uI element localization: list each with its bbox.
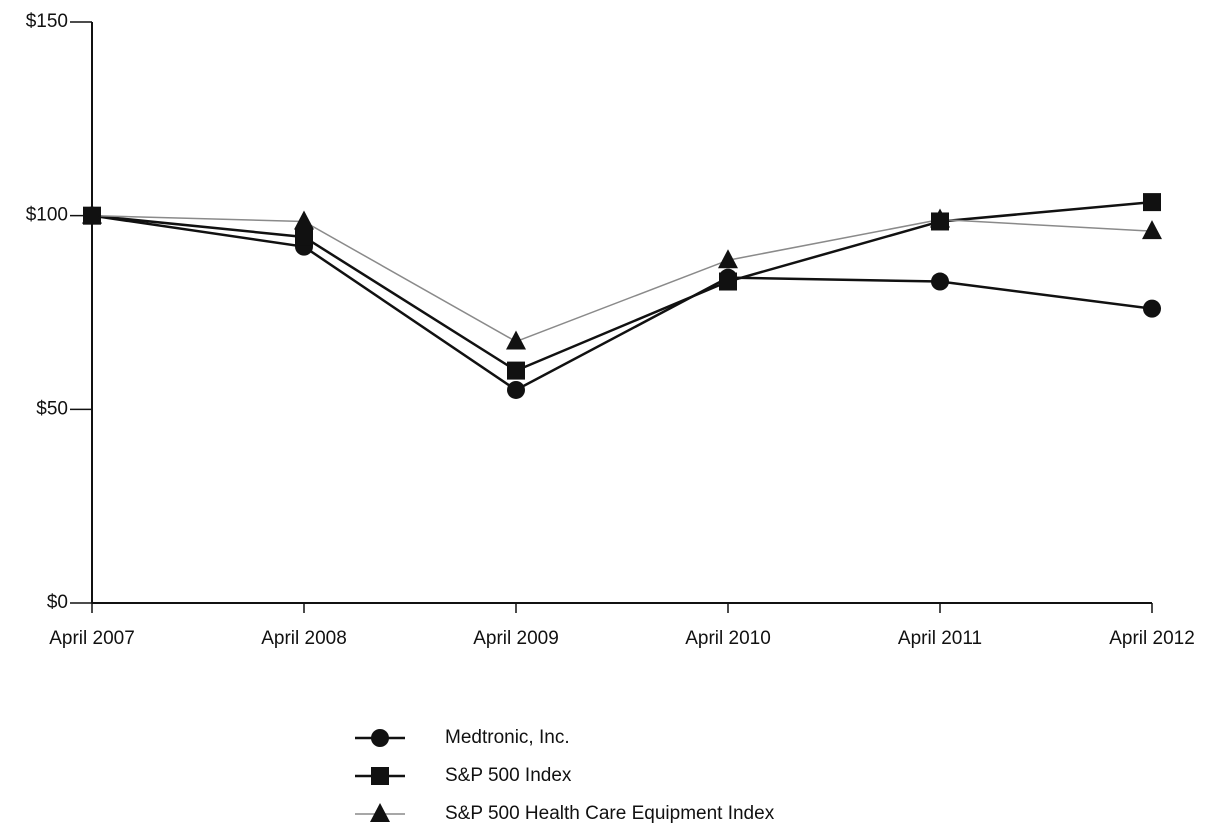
y-tick-label: $100	[26, 205, 68, 226]
data-point	[506, 330, 526, 350]
y-tick-label: $50	[36, 398, 68, 419]
data-point	[931, 272, 949, 291]
legend-marker	[370, 803, 390, 822]
data-point	[718, 249, 738, 269]
data-point	[82, 204, 102, 224]
y-tick-label: $150	[26, 11, 68, 32]
y-tick-label: $0	[47, 592, 68, 613]
x-tick-label: April 2008	[261, 628, 347, 649]
legend-marker	[371, 767, 389, 785]
data-point	[295, 227, 313, 246]
x-tick-label: April 2011	[898, 628, 982, 649]
legend-label: S&P 500 Index	[445, 765, 572, 786]
data-point	[1143, 299, 1161, 318]
x-tick-label: April 2010	[685, 628, 771, 649]
data-point	[1142, 220, 1162, 240]
legend-label: Medtronic, Inc.	[445, 727, 570, 748]
data-point	[1143, 193, 1161, 212]
series-line	[91, 214, 1153, 392]
data-point	[719, 272, 737, 291]
legend-label: S&P 500 Health Care Equipment Index	[445, 803, 775, 824]
x-tick-label: April 2009	[473, 628, 559, 649]
data-point	[507, 361, 525, 380]
x-tick-label: April 2012	[1109, 628, 1195, 649]
data-point	[507, 380, 525, 399]
series-line	[91, 200, 1153, 373]
data-point	[294, 210, 314, 230]
series-line	[91, 214, 1153, 343]
legend-marker	[371, 729, 389, 747]
data-point	[930, 208, 950, 228]
x-tick-label: April 2007	[49, 628, 135, 649]
